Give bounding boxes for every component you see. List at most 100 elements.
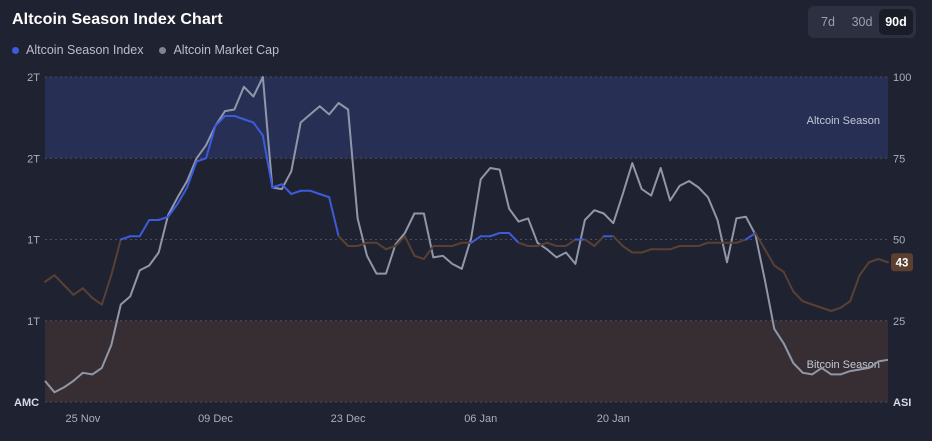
series-segment-index xyxy=(754,232,766,251)
left-axis-tick-label: AMC xyxy=(14,397,39,409)
zone-label-altcoin: Altcoin Season xyxy=(807,115,880,127)
left-axis-tick-label: 1T xyxy=(27,235,40,247)
series-segment-index xyxy=(384,245,397,251)
series-segment-index xyxy=(640,248,653,254)
left-axis-tick-label: 1T xyxy=(27,316,40,328)
range-30d-button[interactable]: 30d xyxy=(845,9,879,35)
left-axis-tick-label: 2T xyxy=(27,72,40,84)
series-segment-index xyxy=(508,232,520,244)
right-axis-tick-label: 50 xyxy=(893,235,905,247)
series-segment-index xyxy=(489,232,501,238)
series-segment-index xyxy=(242,118,255,124)
series-segment-index xyxy=(110,238,122,277)
series-segment-index xyxy=(176,186,189,205)
right-axis-tick-label: ASI xyxy=(893,397,911,409)
series-segment-index xyxy=(744,232,757,241)
series-segment-index xyxy=(820,306,833,312)
range-90d-button[interactable]: 90d xyxy=(879,9,913,35)
legend-item-market-cap[interactable]: Altcoin Market Cap xyxy=(159,43,279,57)
series-segment-index xyxy=(233,115,245,121)
series-segment-index xyxy=(356,241,369,247)
series-segment-index xyxy=(621,245,634,254)
x-axis-tick-label: 23 Dec xyxy=(331,413,366,425)
zone-altcoin xyxy=(45,77,888,159)
series-segment-index xyxy=(583,238,596,247)
series-segment-index xyxy=(546,241,558,247)
series-segment-index xyxy=(157,215,170,221)
series-segment-index xyxy=(782,271,795,293)
series-segment-index xyxy=(252,121,264,137)
series-segment-index xyxy=(422,245,435,260)
series-segment-index xyxy=(413,254,425,260)
series-segment-index xyxy=(811,303,823,309)
legend-item-index[interactable]: Altcoin Season Index xyxy=(12,43,143,57)
series-segment-index xyxy=(271,183,283,189)
right-axis-tick-label: 25 xyxy=(893,316,905,328)
left-axis-tick-label: 2T xyxy=(27,153,40,165)
current-value-badge xyxy=(891,253,913,272)
right-axis-tick-label: 100 xyxy=(893,72,911,84)
series-segment-index xyxy=(839,300,852,309)
current-value-label: 43 xyxy=(896,257,909,269)
zone-label-bitcoin: Bitcoin Season xyxy=(807,359,880,371)
series-segment-index xyxy=(773,264,785,273)
series-segment-index xyxy=(309,189,321,195)
legend-dot-index xyxy=(12,46,19,54)
series-segment-index xyxy=(564,238,577,247)
series-segment-index xyxy=(44,274,56,283)
series-segment-index xyxy=(318,193,331,199)
series-segment-index xyxy=(195,157,208,163)
series-segment-index xyxy=(280,183,293,195)
series-segment-index xyxy=(403,235,416,257)
series-segment-index xyxy=(62,284,75,296)
series-segment-index xyxy=(91,297,103,306)
series-segment-index xyxy=(205,124,217,160)
series-segment-index xyxy=(801,300,814,306)
right-axis-tick-label: 75 xyxy=(893,153,905,165)
series-segment-index xyxy=(612,235,624,247)
range-7d-button[interactable]: 7d xyxy=(811,9,845,35)
series-segment-index xyxy=(669,245,681,251)
series-segment-index xyxy=(72,287,84,296)
series-segment-index xyxy=(81,287,94,299)
series-segment-index xyxy=(470,235,482,244)
series-segment-index xyxy=(792,290,804,303)
x-axis-tick-label: 20 Jan xyxy=(597,413,630,425)
series-segment-index xyxy=(868,258,880,264)
zone-bitcoin xyxy=(45,320,888,402)
series-segment-index xyxy=(877,258,889,264)
chart-title: Altcoin Season Index Chart xyxy=(12,11,223,28)
series-segment-index xyxy=(186,160,198,189)
series-segment-index xyxy=(735,238,747,244)
series-segment-index xyxy=(763,248,776,267)
x-axis-tick-label: 09 Dec xyxy=(198,413,233,425)
series-segment-index xyxy=(167,202,179,218)
series-segment-index xyxy=(53,274,65,286)
series-segment-index xyxy=(830,306,842,312)
series-segment-index xyxy=(290,189,302,195)
series-segment-index xyxy=(337,235,350,247)
series-segment-index xyxy=(536,241,549,247)
chart-legend: Altcoin Season Index Altcoin Market Cap xyxy=(12,43,279,57)
series-segment-index xyxy=(375,241,387,251)
series-line-market-cap xyxy=(44,76,889,394)
series-segment-index xyxy=(451,241,463,247)
series-segment-index xyxy=(138,219,151,238)
series-segment-index xyxy=(119,235,132,241)
series-segment-index xyxy=(328,196,340,238)
series-segment-index xyxy=(697,241,710,247)
series-segment-index xyxy=(593,235,605,247)
series-segment-index xyxy=(261,134,274,189)
series-segment-index xyxy=(849,274,861,303)
series-segment-index xyxy=(517,241,530,247)
series-segment-index xyxy=(858,261,871,277)
x-axis-tick-label: 06 Jan xyxy=(464,413,497,425)
x-axis-tick-label: 25 Nov xyxy=(65,413,100,425)
time-range-selector: 7d 30d 90d xyxy=(808,6,916,38)
series-segment-index xyxy=(394,235,406,247)
legend-label-index: Altcoin Season Index xyxy=(26,43,144,57)
series-segment-index xyxy=(100,274,113,306)
legend-label-market-cap: Altcoin Market Cap xyxy=(173,43,280,57)
legend-dot-market-cap xyxy=(159,46,167,54)
series-segment-index xyxy=(214,115,226,127)
